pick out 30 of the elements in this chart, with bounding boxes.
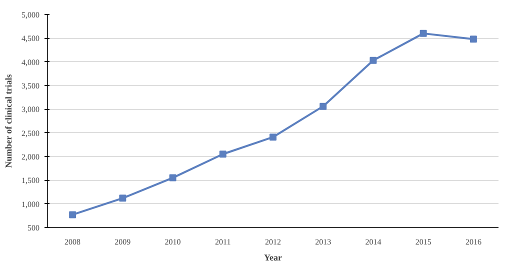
- y-tick-label: 1,000: [22, 200, 40, 209]
- y-tick-label: 3,500: [22, 82, 40, 90]
- point: [320, 102, 327, 110]
- y-tick-label: 500: [28, 224, 40, 232]
- x-tick-label: 2008: [64, 238, 81, 246]
- point: [370, 56, 377, 64]
- x-axis-title: Year: [264, 252, 282, 262]
- y-tick-label: 4,000: [22, 58, 40, 67]
- x-tick-label: 2012: [265, 238, 281, 246]
- point: [69, 211, 76, 218]
- x-tick-label: 2016: [465, 238, 482, 246]
- y-tick-label: 1,500: [22, 176, 40, 186]
- y-axis-title: Number of clinical trials: [4, 74, 14, 168]
- point: [420, 30, 427, 37]
- y-tick-label: 3,000: [22, 105, 40, 114]
- y-tick-label: 4,500: [22, 34, 40, 44]
- point: [219, 150, 226, 158]
- x-tick-label: 2011: [215, 238, 231, 246]
- y-tick-label: 2,500: [22, 128, 40, 138]
- x-tick-label: 2015: [415, 238, 432, 246]
- x-tick-label: 2010: [164, 238, 181, 246]
- y-tick-label: 5,000: [22, 10, 40, 20]
- x-tick-label: 2014: [365, 238, 382, 246]
- point: [470, 36, 477, 43]
- point: [270, 134, 276, 141]
- y-tick-label: 2,000: [22, 152, 40, 162]
- point: [169, 174, 176, 182]
- x-tick-label: 2009: [114, 238, 131, 246]
- x-tick-label: 2013: [315, 238, 332, 246]
- point: [119, 194, 126, 202]
